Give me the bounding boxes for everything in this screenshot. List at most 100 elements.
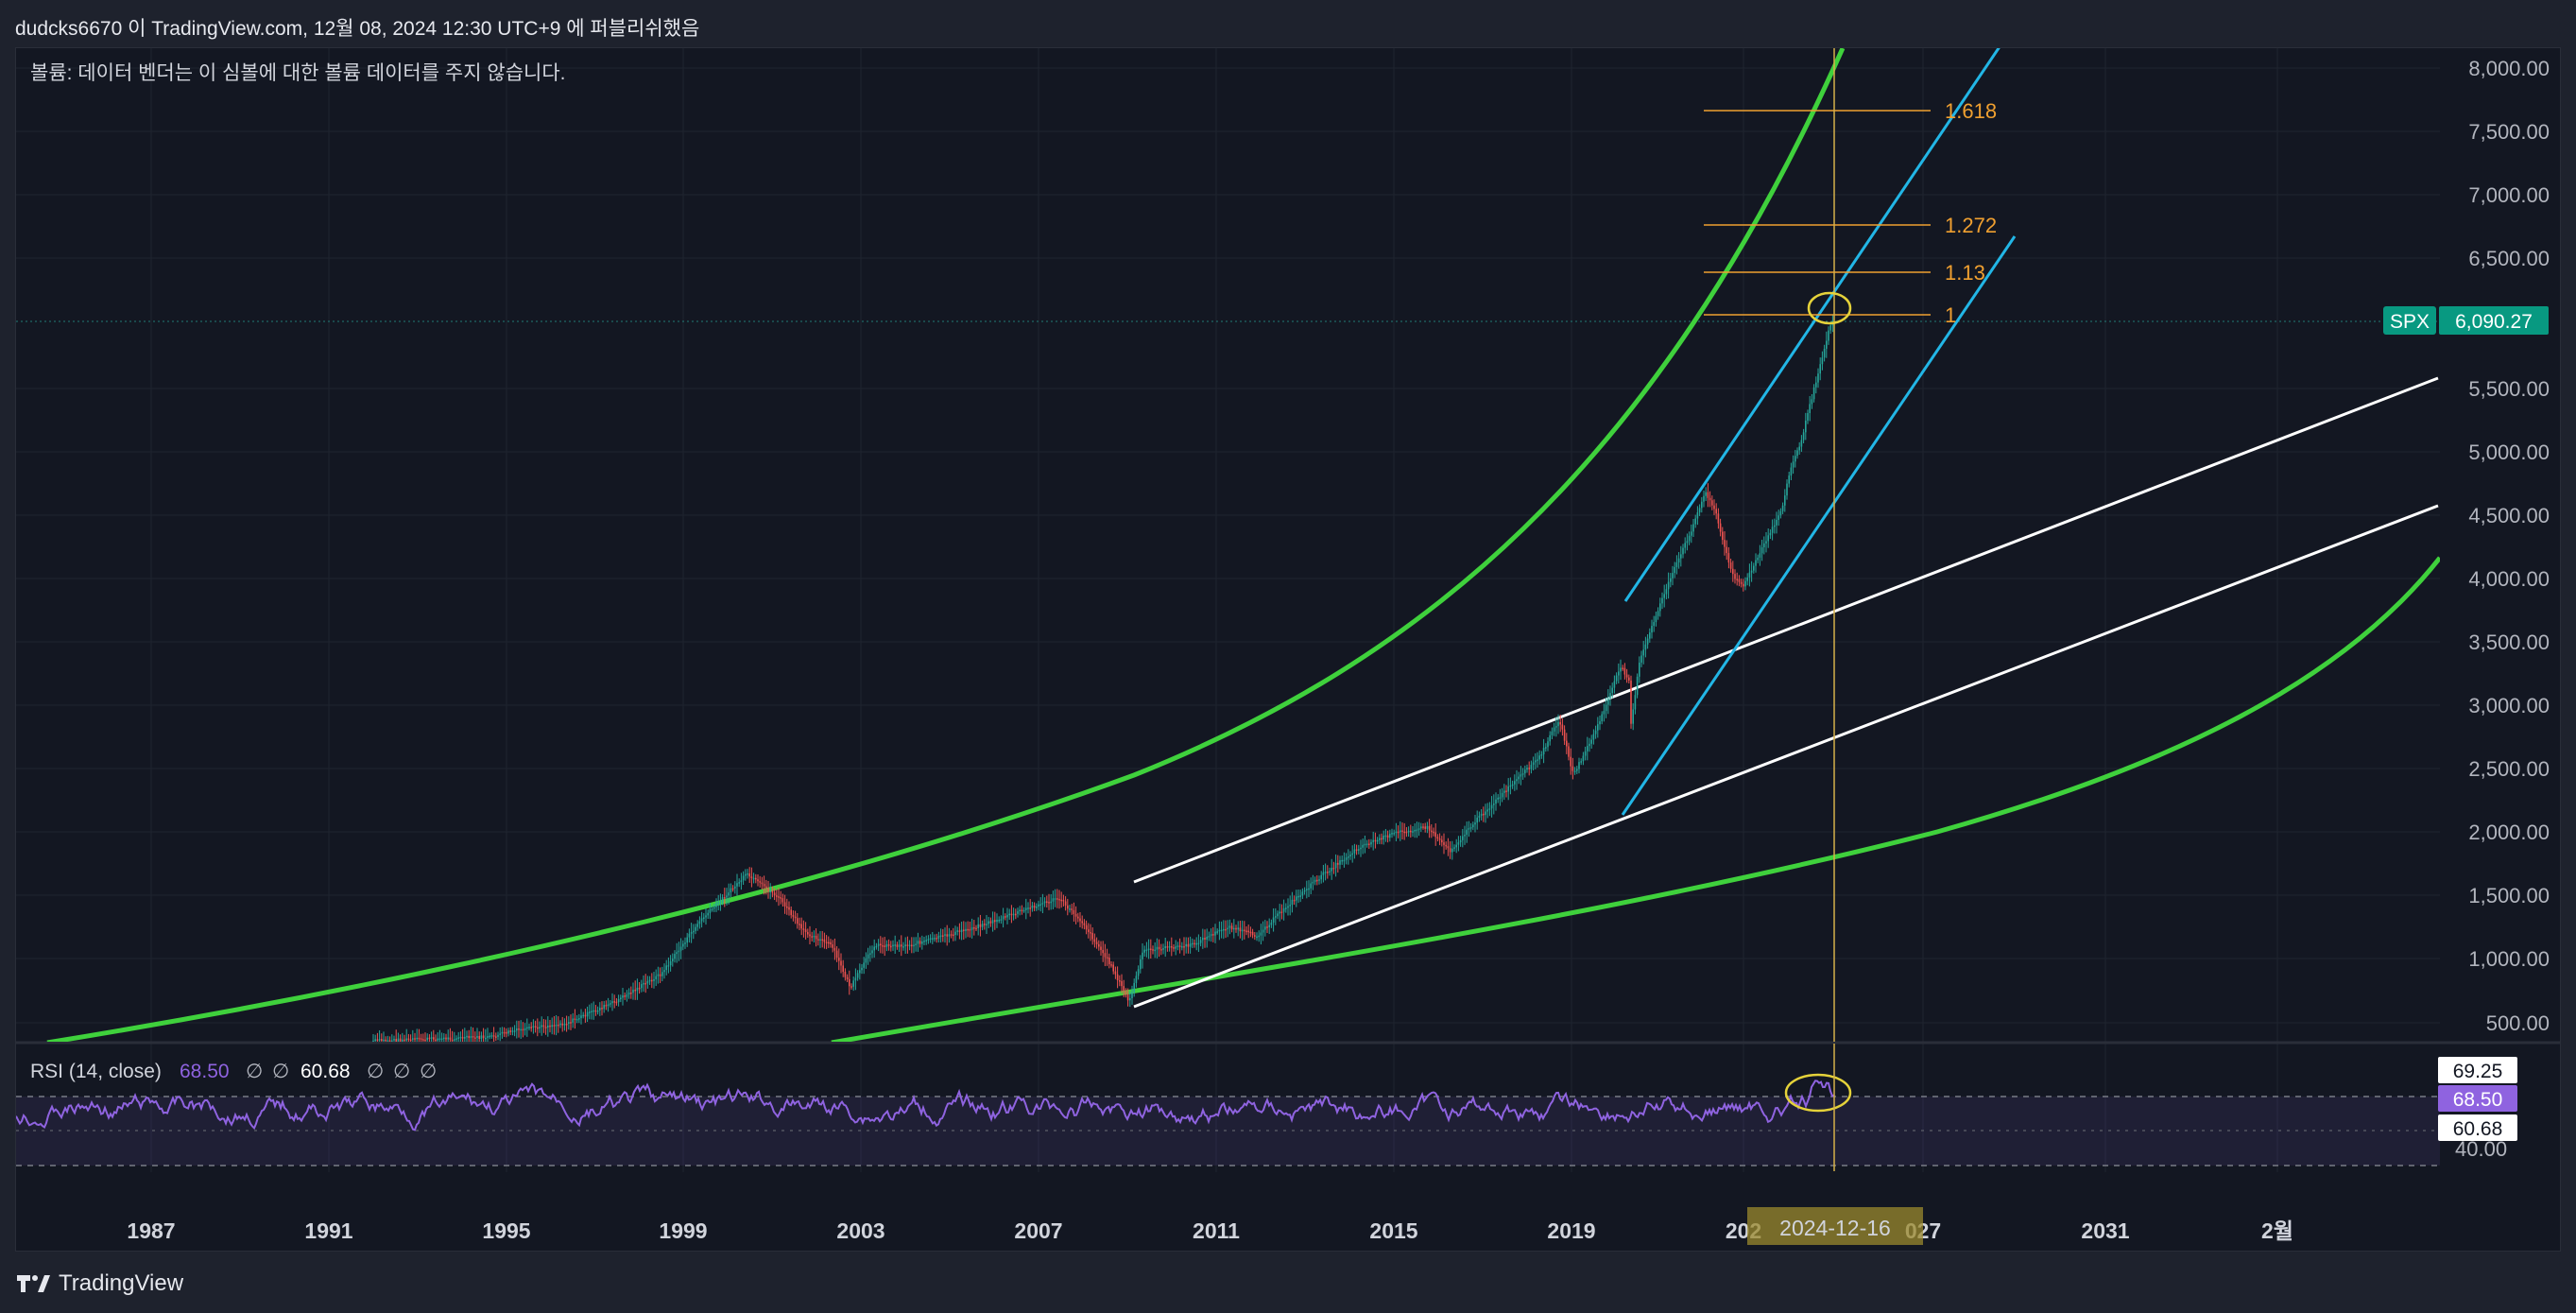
candle-body — [1358, 849, 1360, 851]
candle-body — [1592, 734, 1595, 740]
candle-body — [1158, 946, 1160, 950]
candle-body — [792, 915, 795, 917]
candle-body — [1511, 784, 1514, 786]
candle-body — [1254, 935, 1256, 937]
candle-body — [748, 872, 750, 877]
white-channel-lower[interactable] — [1133, 504, 2439, 1009]
candle-body — [679, 946, 682, 951]
volume-notice: 볼륨: 데이터 벤더는 이 심볼에 대한 볼륨 데이터를 주지 않습니다. — [30, 62, 566, 84]
candle-body — [1085, 924, 1088, 930]
candle-body — [542, 1025, 545, 1028]
candle-body — [1301, 891, 1304, 896]
candle-body — [1389, 833, 1391, 838]
candle-body — [825, 942, 828, 943]
candle-body — [979, 924, 982, 927]
upper-growth-curve[interactable] — [46, 48, 1846, 1043]
candlestick-series[interactable] — [372, 314, 1834, 1051]
candle-body — [788, 907, 790, 910]
time-axis-label: 2015 — [1369, 1218, 1417, 1243]
candle-body — [559, 1023, 561, 1026]
candle-body — [1046, 901, 1048, 903]
candle-body — [1401, 830, 1403, 833]
candle-body — [1447, 846, 1450, 849]
candle-body — [638, 987, 641, 990]
tradingview-logo[interactable]: TradingView — [17, 1270, 183, 1297]
rsi-legend[interactable]: RSI (14, close) 68.50 ∅ ∅ 60.68 ∅ ∅ ∅ — [30, 1061, 437, 1082]
svg-text:68.50: 68.50 — [2453, 1089, 2503, 1111]
candle-body — [757, 879, 759, 882]
candle-body — [516, 1028, 518, 1031]
candle-body — [1620, 667, 1622, 672]
candle-body — [713, 907, 715, 909]
candle-body — [1031, 906, 1034, 908]
candle-body — [781, 898, 784, 903]
candle-body — [1717, 513, 1720, 524]
candle-body — [869, 953, 871, 955]
candle-body — [611, 1001, 613, 1004]
candle-body — [646, 980, 649, 984]
candle-body — [1674, 566, 1675, 574]
candle-body — [700, 918, 703, 922]
candle-body — [1000, 919, 1003, 921]
candle-body — [1314, 879, 1316, 882]
candle-body — [1303, 890, 1306, 892]
white-channel-upper[interactable] — [1133, 376, 2439, 884]
cyan-channel-lower[interactable] — [1621, 235, 2017, 816]
candle-body — [1225, 928, 1227, 931]
candle-body — [1160, 949, 1162, 951]
candle-body — [1542, 748, 1545, 755]
candle-body — [1204, 938, 1206, 940]
candle-body — [589, 1011, 591, 1013]
rsi-highlight-ellipse[interactable] — [1784, 1073, 1852, 1113]
candle-body — [1372, 839, 1374, 842]
candle-body — [1341, 859, 1343, 862]
candle-body — [937, 935, 940, 939]
candle-body — [991, 920, 994, 924]
candle-body — [1088, 929, 1090, 933]
candle-body — [1166, 946, 1169, 948]
candle-body — [1227, 927, 1228, 930]
price-axis[interactable]: 8,000.00 7,500.00 7,000.00 6,500.00 5,500.00… — [2468, 57, 2550, 1035]
candle-body — [817, 939, 819, 941]
price-chart[interactable]: 1.618 1.272 1.13 1 볼륨: 데이터 벤더는 이 심볼에 대한 볼륨 … — [0, 0, 2576, 1252]
fib-extension[interactable]: 1.618 1.272 1.13 1 — [1704, 99, 1997, 327]
cyan-channel-upper[interactable] — [1623, 45, 2001, 602]
candle-body — [1703, 495, 1705, 502]
spx-price-tag[interactable]: SPX 6,090.27 — [2383, 306, 2549, 335]
chart-frame[interactable] — [15, 47, 2561, 1252]
rsi-tag-value: 68.50 — [2438, 1085, 2517, 1112]
candle-body — [1528, 768, 1530, 769]
candle-body — [1176, 945, 1179, 947]
candle-body — [561, 1023, 563, 1026]
candle-body — [1476, 817, 1478, 823]
candle-body — [1611, 687, 1613, 694]
last-price-label: 6,090.27 — [2455, 311, 2533, 333]
candle-body — [1220, 929, 1223, 932]
candle-body — [412, 1038, 414, 1040]
candle-body — [1268, 924, 1270, 927]
candle-body — [823, 939, 826, 942]
candle-body — [740, 880, 743, 883]
candle-body — [541, 1025, 542, 1028]
peak-highlight-ellipse[interactable] — [1807, 291, 1852, 325]
candle-body — [730, 888, 732, 893]
candle-body — [1672, 573, 1674, 579]
candle-body — [986, 924, 987, 925]
candle-body — [1755, 560, 1757, 566]
candle-body — [1056, 898, 1058, 900]
time-axis[interactable]: 1987199119951999200320072011201520192020… — [127, 1218, 2293, 1243]
time-axis-label: 1999 — [659, 1218, 707, 1243]
candle-body — [378, 1039, 381, 1041]
candle-body — [534, 1026, 537, 1028]
candle-body — [1549, 734, 1551, 742]
symbol-label: SPX — [2390, 311, 2430, 333]
candle-body — [987, 921, 989, 924]
candle-body — [1195, 942, 1197, 945]
lower-growth-curve[interactable] — [831, 556, 2440, 1043]
candle-body — [1640, 655, 1642, 663]
candle-body — [1724, 540, 1726, 547]
candle-body — [433, 1037, 435, 1040]
price-axis-label: 3,000.00 — [2468, 694, 2550, 717]
fib-level-label: 1.272 — [1945, 214, 1997, 237]
price-axis-label: 4,000.00 — [2468, 567, 2550, 591]
